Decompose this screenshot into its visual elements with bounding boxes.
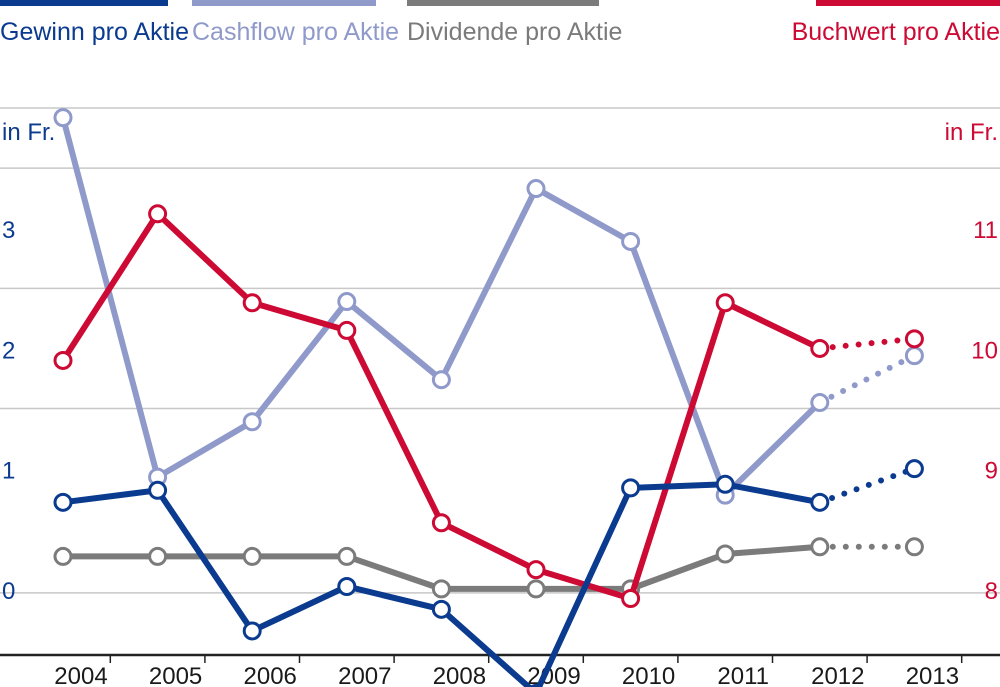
series-2 [53, 537, 924, 599]
data-point-2-0 [53, 546, 73, 566]
legend-bar-1 [192, 0, 376, 6]
series-forecast-3 [816, 335, 918, 352]
data-point-3-9 [904, 329, 924, 349]
x-tick-label: 2009 [527, 663, 580, 687]
left-tick-label: 2 [2, 337, 15, 364]
left-axis-unit: in Fr. [2, 119, 55, 146]
data-point-2-8 [810, 537, 830, 557]
x-tick-label: 2005 [149, 663, 202, 687]
x-tick-label: 2010 [622, 663, 675, 687]
x-tick-label: 2013 [906, 663, 959, 687]
data-point-0-4 [431, 599, 451, 619]
data-point-0-9 [904, 459, 924, 479]
legend-label-2: Dividende pro Aktie [407, 18, 622, 46]
x-tick-label: 2011 [717, 663, 769, 687]
series-forecast-1 [816, 352, 918, 406]
data-point-0-8 [810, 492, 830, 512]
grid-lines [0, 107, 1000, 657]
data-point-1-6 [621, 231, 641, 251]
data-point-2-3 [337, 546, 357, 566]
data-point-3-6 [621, 588, 641, 608]
data-point-3-7 [715, 293, 735, 313]
data-point-2-5 [526, 579, 546, 599]
data-point-2-2 [242, 546, 262, 566]
series-line-3 [60, 210, 823, 602]
series-forecast-0 [816, 465, 918, 506]
data-point-3-2 [242, 293, 262, 313]
left-tick-label: 3 [2, 217, 15, 244]
data-point-2-7 [715, 544, 735, 564]
right-tick-label: 8 [985, 578, 998, 605]
right-axis-unit: in Fr. [945, 119, 998, 146]
right-tick-label: 10 [971, 337, 998, 364]
series-line-1 [60, 114, 823, 499]
x-tick-label: 2007 [338, 663, 391, 687]
legend-label-1: Cashflow pro Aktie [192, 18, 399, 46]
data-point-1-4 [431, 370, 451, 390]
axes: in Fr. in Fr. 0 1 2 3 8 9 10 11 2004 2005 2006 2007 20… [2, 119, 998, 687]
right-tick-label: 11 [973, 217, 998, 244]
data-point-3-5 [526, 560, 546, 580]
legend-bar-0 [0, 0, 168, 6]
x-tick-label: 2012 [811, 663, 864, 687]
data-point-0-0 [53, 492, 73, 512]
data-point-3-4 [431, 513, 451, 533]
data-point-3-3 [337, 320, 357, 340]
x-tick-label: 2006 [244, 663, 297, 687]
data-point-1-2 [242, 412, 262, 432]
data-point-0-1 [148, 480, 168, 500]
legend-label-3: Buchwert pro Aktie [792, 18, 1000, 46]
data-point-1-9 [904, 346, 924, 366]
legend-bar-2 [407, 0, 599, 6]
legend-label-0: Gewinn pro Aktie [0, 18, 189, 46]
data-point-3-1 [148, 204, 168, 224]
data-point-3-8 [810, 338, 830, 358]
data-point-0-6 [621, 478, 641, 498]
data-point-1-3 [337, 292, 357, 312]
data-point-3-0 [53, 350, 73, 370]
legend-bar-3 [816, 0, 1000, 6]
data-point-1-8 [810, 393, 830, 413]
series-3 [53, 204, 924, 608]
series-lines [53, 108, 924, 687]
x-tick-label: 2008 [433, 663, 486, 687]
data-point-1-0 [53, 108, 73, 128]
data-point-0-2 [242, 621, 262, 641]
series-0 [53, 459, 924, 687]
data-point-2-4 [431, 579, 451, 599]
data-point-0-7 [715, 474, 735, 494]
data-point-2-9 [904, 537, 924, 557]
data-point-0-3 [337, 576, 357, 596]
x-tick-label: 2004 [54, 663, 107, 687]
right-tick-label: 9 [985, 458, 998, 485]
legend: Gewinn pro Aktie Cashflow pro Aktie Divide… [0, 0, 1000, 46]
data-point-1-5 [526, 179, 546, 199]
left-tick-label: 1 [2, 458, 15, 485]
left-tick-label: 0 [2, 578, 15, 605]
data-point-2-1 [148, 546, 168, 566]
